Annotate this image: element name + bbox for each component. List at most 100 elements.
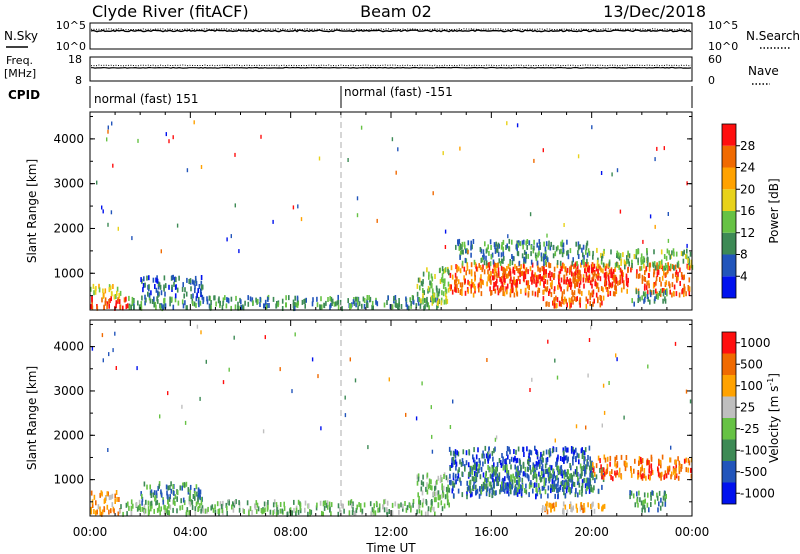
velocity-cell [508, 475, 510, 481]
velocity-cell [272, 502, 275, 508]
velocity-cell [561, 480, 564, 485]
velocity-cell [592, 475, 594, 481]
power-cell [543, 266, 545, 272]
power-region-9 [592, 247, 694, 271]
velocity-cell [153, 508, 155, 514]
velocity-cell [427, 510, 429, 516]
power-cell [158, 282, 161, 288]
power-cell [644, 270, 646, 276]
velocity-cell [603, 454, 606, 460]
power-cell [657, 264, 660, 270]
noise-sky-line [90, 29, 692, 33]
velocity-cell [422, 498, 425, 504]
velocity-cell [99, 511, 102, 517]
power-cell [587, 298, 589, 304]
velocity-cell [293, 499, 295, 505]
power-cell [126, 303, 129, 309]
velocity-cell [574, 492, 577, 498]
velocity-cell [485, 453, 488, 459]
power-cell [604, 279, 606, 285]
power-cell [426, 300, 428, 306]
power-cell [106, 304, 108, 309]
velocity-cell [419, 500, 422, 506]
velocity-cell [418, 499, 420, 505]
velocity-cell [597, 488, 600, 494]
velocity-cell [563, 470, 565, 476]
velocity-cell [536, 454, 539, 460]
power-cell [108, 303, 110, 309]
power-cell [466, 248, 468, 254]
power-cell [398, 298, 400, 303]
velocity-cell [442, 492, 445, 498]
power-cell [659, 291, 662, 297]
velocity-cell [567, 447, 569, 453]
power-cell [564, 296, 566, 302]
velocity-cell [464, 466, 466, 472]
velocity-cell [499, 489, 501, 495]
velocity-cell [506, 451, 508, 456]
power-cell [500, 252, 503, 258]
velocity-cell [661, 501, 664, 507]
power-cell [454, 272, 457, 278]
power-sparse-cell [444, 229, 447, 234]
power-cell [320, 296, 322, 302]
power-cell [664, 265, 666, 271]
velocity-cell [484, 445, 487, 451]
power-cell [570, 302, 572, 308]
power-cell [595, 281, 597, 287]
velocity-cell [687, 458, 690, 464]
power-cell [528, 240, 531, 246]
power-cell [470, 271, 473, 277]
power-cell [588, 250, 591, 256]
velocity-cell [169, 485, 171, 491]
velocity-cell [603, 503, 606, 509]
power-cell [108, 299, 110, 304]
velocity-cell [439, 494, 442, 500]
velocity-cell [623, 460, 626, 466]
power-cell [509, 267, 511, 273]
velocity-cell [471, 476, 474, 482]
velocity-cell [521, 484, 524, 490]
power-cell [571, 271, 573, 277]
power-cell [569, 278, 572, 284]
power-cell [489, 261, 492, 267]
velocity-cell [562, 501, 565, 507]
velocity-cell [90, 490, 93, 496]
power-cell [462, 249, 464, 255]
power-cell [276, 301, 278, 306]
velocity-cell [494, 446, 496, 452]
power-cell [109, 285, 112, 291]
power-cell [301, 299, 304, 305]
power-cell [153, 296, 155, 302]
power-cell [122, 305, 124, 311]
power-cell [662, 266, 664, 272]
power-cell [540, 256, 543, 262]
power-cell [487, 276, 489, 282]
power-cell [171, 296, 173, 302]
velocity-cell [238, 507, 241, 513]
velocity-cell [436, 490, 439, 496]
power-cell [588, 267, 590, 273]
velocity-cell [457, 488, 460, 494]
power-cell [649, 289, 652, 295]
velocity-region-3 [140, 481, 203, 506]
velocity-cell [168, 503, 170, 509]
velocity-sparse-cell [388, 377, 390, 382]
power-cell [666, 291, 668, 297]
power-cell [665, 255, 668, 261]
velocity-cell [460, 480, 462, 486]
power-cell [268, 303, 270, 308]
velocity-cell [559, 456, 562, 461]
velocity-cell [473, 447, 475, 453]
velocity-cell [581, 447, 583, 453]
power-cell [625, 261, 627, 267]
velocity-cell [189, 501, 192, 507]
velocity-cell [535, 461, 538, 467]
power-cell [493, 266, 496, 272]
power-cell [615, 276, 618, 282]
velocity-cell [515, 471, 517, 477]
velocity-cell [526, 446, 528, 452]
velocity-cell [630, 490, 633, 496]
power-cell [534, 272, 536, 278]
velocity-cell [174, 494, 177, 500]
